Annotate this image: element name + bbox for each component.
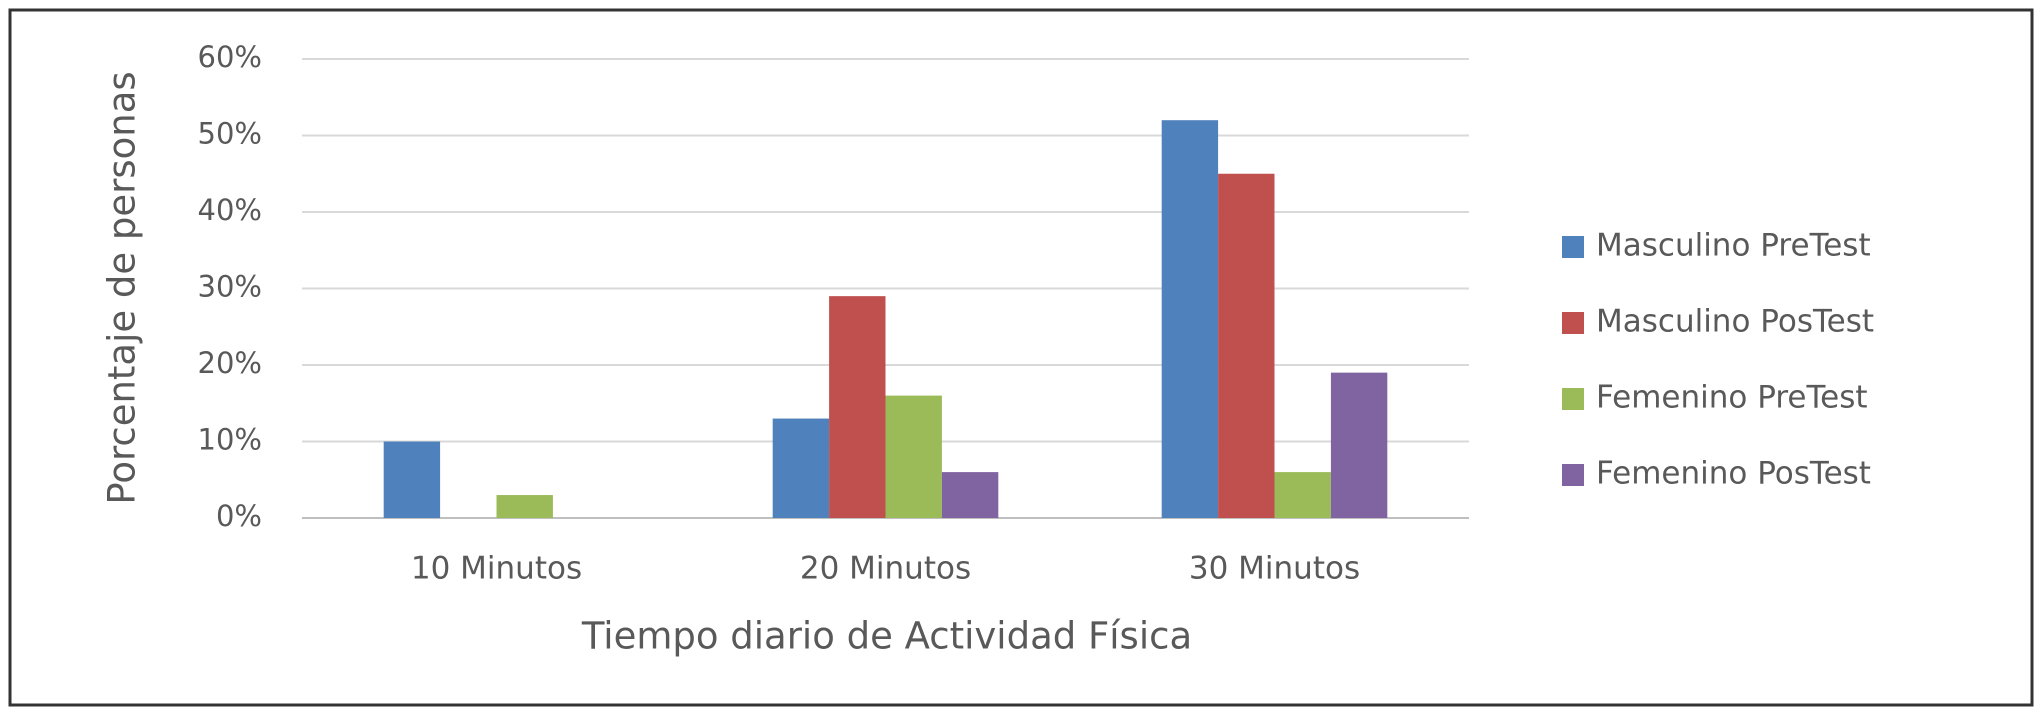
bar	[1274, 472, 1331, 518]
legend-label: Femenino PreTest	[1596, 380, 1868, 416]
legend-swatch	[1562, 388, 1584, 410]
legend-label: Masculino PreTest	[1596, 228, 1871, 264]
y-axis-title: Porcentaje de personas	[101, 71, 144, 504]
legend-swatch	[1562, 464, 1584, 486]
bar	[941, 472, 999, 518]
x-tick-label: 30 Minutos	[1189, 551, 1360, 587]
y-tick-label: 0%	[216, 499, 262, 533]
bar	[1161, 120, 1219, 518]
bar	[885, 395, 942, 518]
x-axis-title: Tiempo diario de Actividad Física	[581, 615, 1192, 658]
legend-label: Masculino PosTest	[1596, 304, 1874, 340]
bar	[772, 418, 830, 518]
bar	[1218, 173, 1275, 518]
legend-swatch	[1562, 236, 1584, 258]
bar	[1330, 372, 1388, 518]
x-tick-label: 20 Minutos	[800, 551, 971, 587]
bar	[383, 441, 441, 518]
legend-swatch	[1562, 312, 1584, 334]
y-tick-label: 60%	[198, 40, 262, 74]
y-tick-label: 20%	[198, 346, 262, 380]
y-tick-label: 10%	[198, 423, 262, 457]
bar	[496, 495, 553, 518]
y-tick-label: 50%	[198, 117, 262, 151]
bar	[829, 296, 886, 518]
x-tick-label: 10 Minutos	[411, 551, 582, 587]
y-tick-label: 40%	[198, 193, 262, 227]
chart-border	[8, 8, 2034, 707]
legend-label: Femenino PosTest	[1596, 456, 1871, 492]
y-tick-label: 30%	[198, 270, 262, 304]
